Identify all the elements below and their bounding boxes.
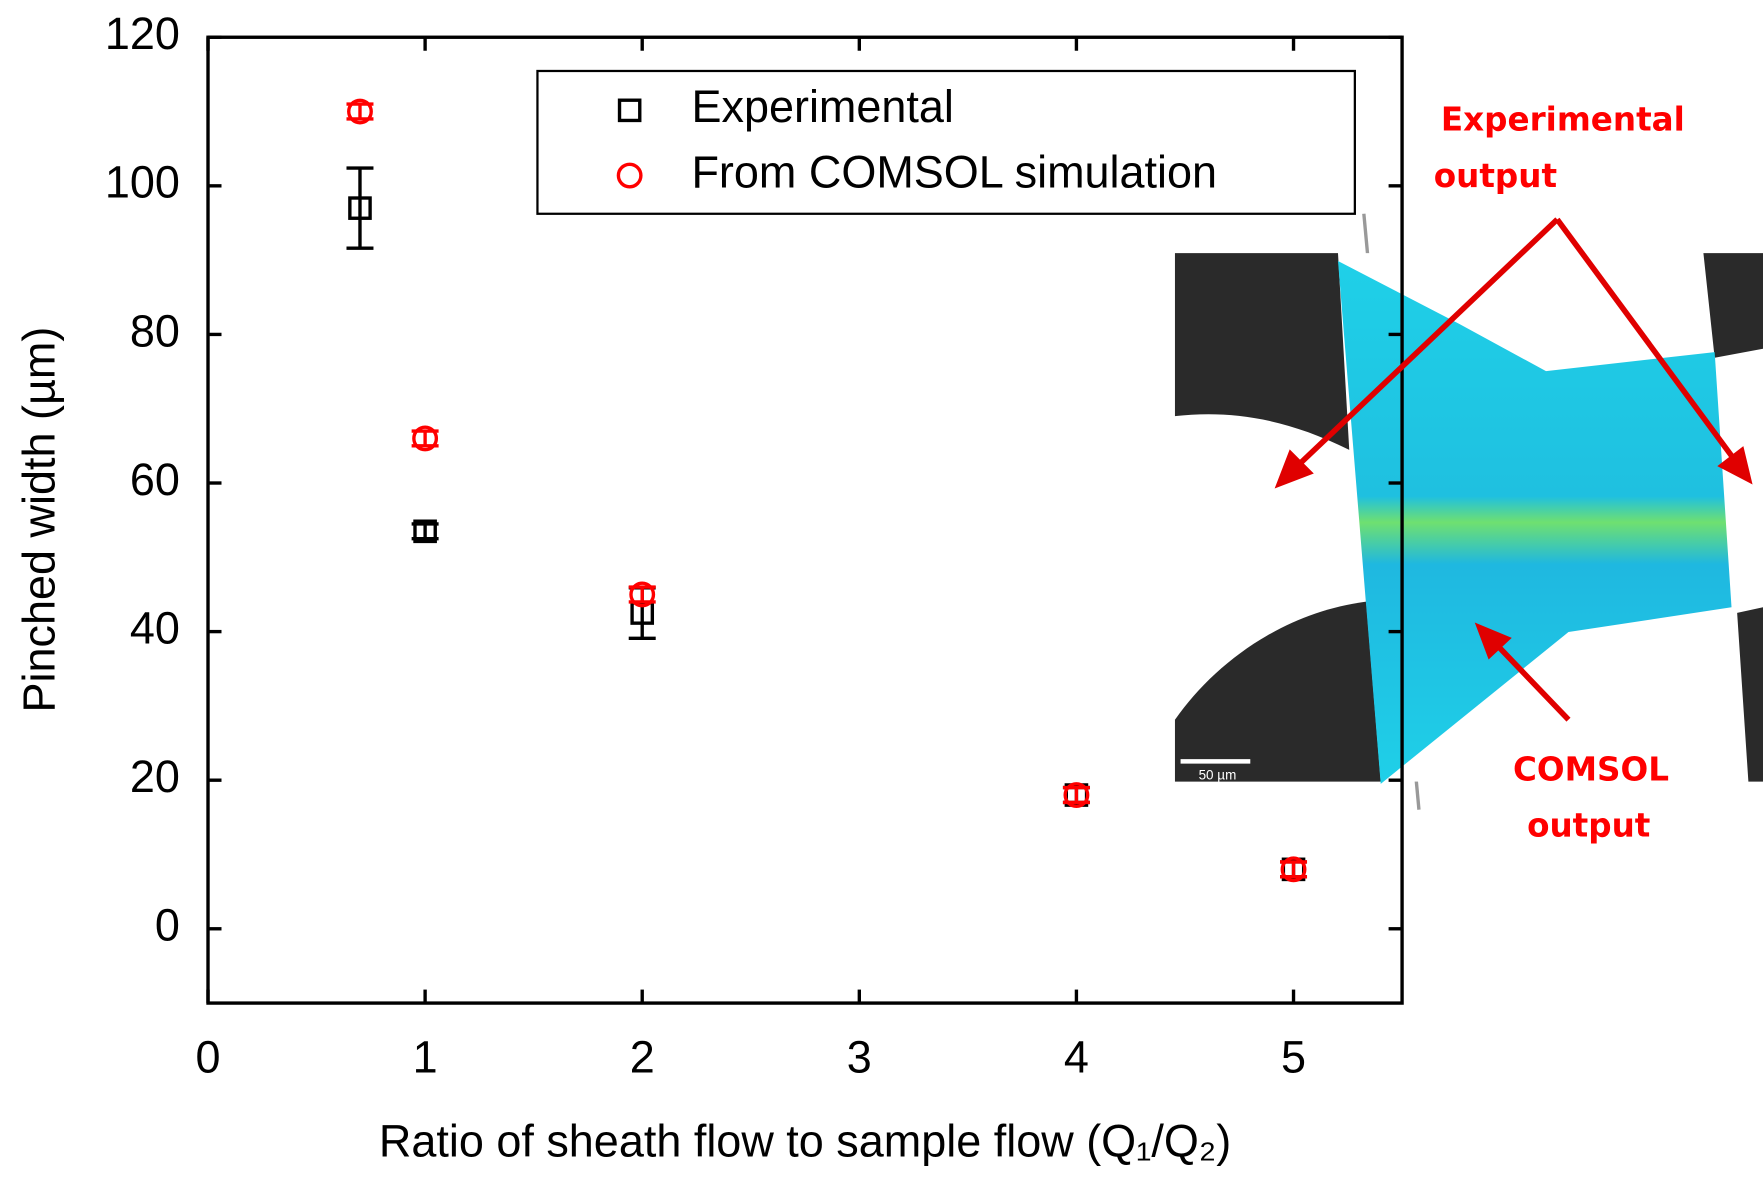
x-tick-label: 5: [1281, 1031, 1306, 1082]
y-tick-label: 80: [130, 305, 180, 356]
x-axis-label: Ratio of sheath flow to sample flow (Q₁/…: [379, 1116, 1231, 1167]
marker: [617, 98, 642, 123]
marker: [629, 581, 656, 608]
marker: [348, 196, 372, 220]
y-tick-label: 60: [130, 454, 180, 505]
legend-label: Experimental: [691, 81, 953, 132]
x-tick-label: 2: [630, 1031, 655, 1082]
y-tick-label: 120: [105, 8, 180, 59]
annotation-arrows: [1274, 217, 1753, 722]
error-bar: [346, 166, 374, 250]
y-axis-label: Pinched width (µm): [14, 327, 65, 713]
y-tick-label: 100: [105, 157, 180, 208]
y-tick-label: 20: [130, 751, 180, 802]
marker: [347, 98, 373, 125]
x-tick-label: 0: [195, 1031, 220, 1082]
x-tick-label: 4: [1064, 1031, 1089, 1082]
x-tick-label: 1: [413, 1031, 438, 1082]
y-tick-label: 0: [155, 900, 180, 951]
marker: [616, 162, 643, 189]
inset-image: 50 µm: [1174, 213, 1763, 810]
plot-frame: [206, 35, 1404, 1005]
annotation: Experimental: [1441, 101, 1685, 139]
marker: [1280, 856, 1307, 883]
legend: Experimental From COMSOL simulation: [536, 69, 1356, 215]
marker: [1063, 782, 1090, 808]
annotation: output: [1527, 807, 1650, 845]
marker: [413, 519, 437, 544]
x-tick-label: 3: [847, 1031, 872, 1082]
annotation: output: [1434, 157, 1557, 195]
marker: [412, 425, 439, 452]
annotation: COMSOL: [1513, 750, 1669, 788]
scale-bar-label: 50 µm: [1199, 768, 1237, 783]
y-tick-label: 40: [130, 602, 180, 653]
legend-label: From COMSOL simulation: [691, 146, 1217, 197]
